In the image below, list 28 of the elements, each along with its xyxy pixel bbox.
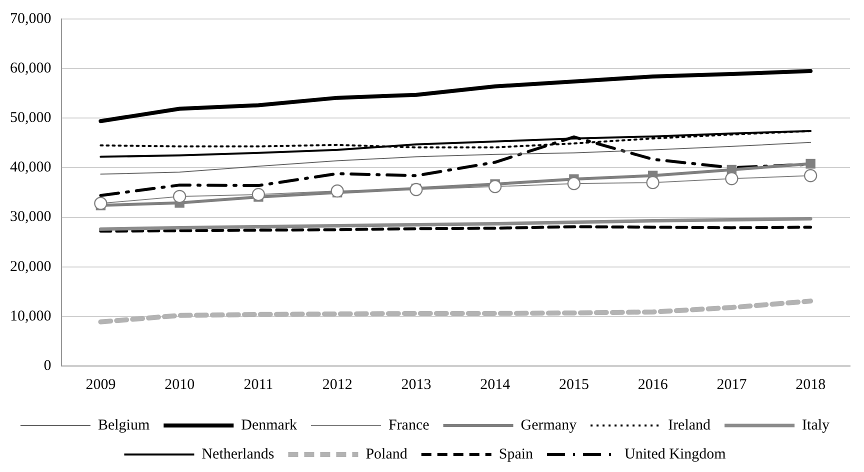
y-tick-label: 60,000	[10, 60, 52, 77]
legend-label: Netherlands	[202, 446, 274, 462]
x-tick-label: 2016	[638, 376, 668, 393]
legend-label: Germany	[520, 417, 578, 434]
x-tick-label: 2011	[244, 376, 274, 393]
x-tick-label: 2017	[716, 376, 748, 393]
x-tick-label: 2012	[322, 376, 352, 393]
y-tick-label: 10,000	[10, 308, 52, 324]
legend-label: France	[388, 417, 430, 434]
y-tick-label: 50,000	[10, 110, 52, 126]
y-tick-label: 0	[44, 358, 52, 374]
legend-label: Denmark	[241, 417, 298, 434]
y-tick-label: 70,000	[10, 10, 52, 27]
legend-label: Belgium	[98, 417, 150, 434]
y-tick-label: 30,000	[10, 209, 52, 226]
legend-label: Italy	[802, 417, 830, 434]
x-tick-label: 2018	[796, 376, 826, 393]
legend-label: Poland	[366, 446, 408, 462]
x-tick-label: 2010	[164, 376, 195, 393]
x-tick-label: 2014	[480, 376, 511, 393]
x-tick-label: 2015	[558, 376, 589, 393]
y-tick-label: 40,000	[10, 160, 52, 176]
legend-label: Ireland	[668, 417, 712, 434]
legend-label: United Kingdom	[624, 446, 726, 462]
y-tick-label: 20,000	[10, 258, 52, 275]
x-tick-label: 2013	[401, 376, 432, 393]
legend-label: Spain	[498, 446, 534, 462]
x-tick-label: 2009	[86, 376, 116, 393]
